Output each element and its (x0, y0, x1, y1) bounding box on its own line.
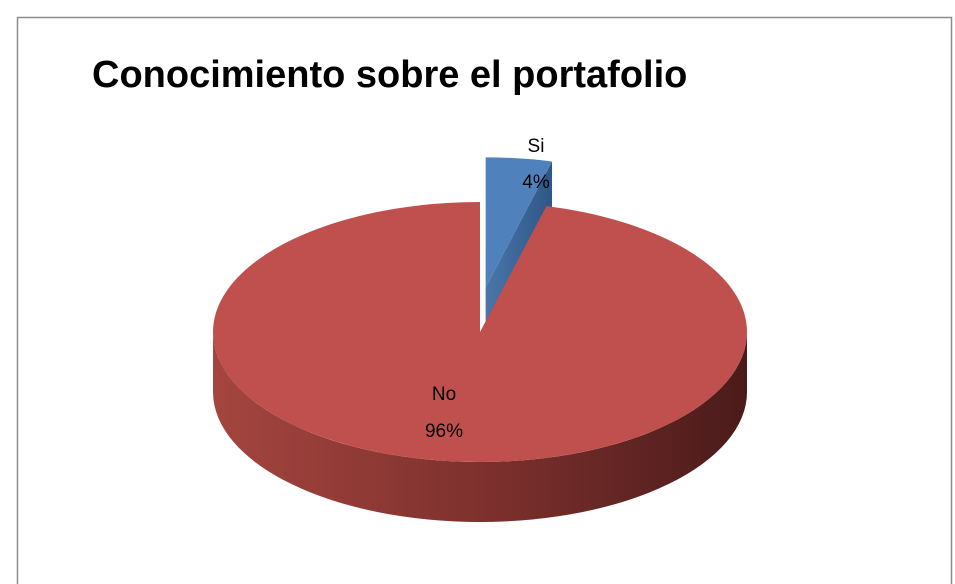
slice (485, 157, 553, 288)
slice (213, 202, 748, 462)
value-label: 4% (522, 172, 550, 193)
value-label: 96% (425, 421, 463, 442)
category-label: Si (528, 136, 545, 157)
slice-side (213, 332, 747, 522)
chart-title: Conocimiento sobre el portafolio (92, 54, 687, 96)
category-label: No (432, 384, 456, 405)
